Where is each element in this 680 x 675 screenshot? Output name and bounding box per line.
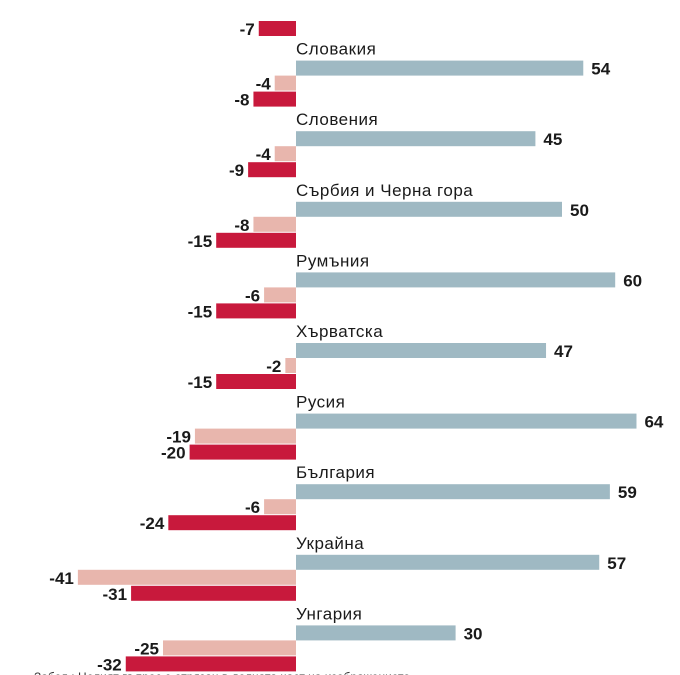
value-label-negative-dark: -20 [161,444,186,463]
bar-negative-dark [216,232,296,248]
value-label-positive: 54 [591,60,610,79]
value-label-negative-light: -19 [166,428,191,447]
bar-negative-light [253,216,296,232]
bar-negative-dark [168,515,296,531]
bar-positive [296,131,536,147]
value-label-negative-light: -41 [49,569,74,588]
value-label-positive: 57 [607,554,626,573]
footnote-text: Забел.: Целият въпрос е отрязан в долнат… [34,670,410,675]
value-label-negative-dark: -15 [188,232,213,251]
bar-positive [296,484,610,500]
bar-negative-light [274,146,296,162]
bar-positive [296,625,456,641]
value-label-positive: 45 [543,130,562,149]
bar-positive [296,60,584,76]
bar-negative-light [163,640,296,656]
value-label-positive: 30 [464,624,483,643]
bar-negative-light [264,499,296,515]
value-label-negative-light: -25 [134,639,159,658]
value-label-negative-light: -4 [256,75,272,94]
bar-negative-dark [125,656,296,672]
bar-negative-dark [189,444,296,460]
value-label-negative-light: -8 [234,216,249,235]
value-label-negative-dark: -31 [103,585,128,604]
category-label: Словакия [296,40,376,59]
bar-positive [296,554,600,570]
bar-negative-dark [258,21,296,36]
category-label: Украйна [296,534,364,553]
category-label: Румъния [296,251,370,270]
bar-negative-dark [253,91,296,107]
value-label-positive: 59 [618,483,637,502]
bar-negative-dark [131,585,296,601]
category-label: Сърбия и Черна гора [296,181,473,200]
category-label: Словения [296,110,378,129]
category-label: България [296,463,375,482]
bar-negative-light [264,287,296,303]
bar-negative-dark [216,374,296,389]
bar-positive [296,413,637,429]
value-label-positive: 50 [570,201,589,220]
bar-negative-dark [248,162,296,178]
category-label: Русия [296,393,345,412]
bar-positive [296,272,616,288]
value-label-positive: 64 [644,413,663,432]
category-label: Хърватска [296,322,383,341]
bar-negative-light [285,358,296,373]
bar-negative-light [194,428,296,444]
category-label: Унгария [296,604,362,623]
value-label-negative-dark: -32 [97,655,122,674]
value-label-negative-dark: -15 [188,373,213,392]
value-label-negative-light: -4 [256,145,272,164]
value-label-negative-light: -6 [245,286,260,305]
bar-positive [296,201,562,217]
value-label-positive: 47 [554,342,573,361]
value-label-negative-dark: -7 [240,20,255,39]
value-label-negative-light: -6 [245,498,260,517]
value-label-negative-dark: -9 [229,161,244,180]
bar-negative-light [274,75,296,91]
bar-positive [296,343,547,358]
value-label-negative-light: -2 [266,357,281,376]
value-label-negative-dark: -24 [140,514,165,533]
value-label-negative-dark: -15 [188,302,213,321]
bar-negative-light [77,569,296,585]
value-label-negative-dark: -8 [234,91,249,110]
bar-negative-dark [216,303,296,319]
value-label-positive: 60 [623,271,642,290]
